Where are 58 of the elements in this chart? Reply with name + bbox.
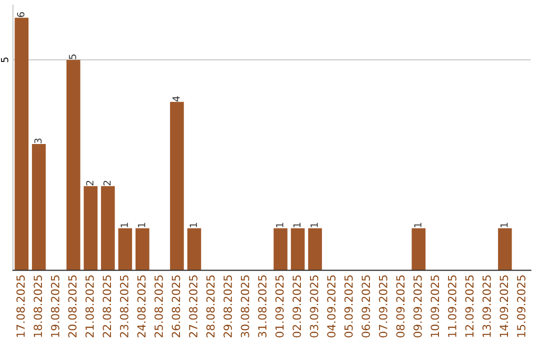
bar [187, 228, 202, 270]
data-label: 1 [293, 222, 300, 228]
data-label: 4 [172, 96, 180, 102]
x-tick-label: 15.09.2025 [517, 275, 526, 337]
x-tick-label: 18.08.2025 [34, 275, 42, 337]
data-label: 1 [310, 222, 318, 228]
x-tick-label: 19.08.2025 [50, 275, 60, 337]
x-tick-label: 26.08.2025 [172, 275, 180, 338]
x-tick-label: 10.09.2025 [430, 275, 440, 337]
x-tick-label: 07.09.2025 [378, 275, 388, 338]
bar [66, 60, 80, 270]
data-label: 2 [86, 180, 94, 186]
x-tick-label: 04.09.2025 [327, 275, 336, 338]
bar [118, 228, 132, 270]
x-tick-label: 29.08.2025 [224, 275, 232, 338]
data-label: 6 [17, 12, 24, 18]
x-tick-label: 27.08.2025 [189, 275, 198, 338]
x-tick-label: 01.09.2025 [275, 275, 284, 338]
bar [136, 228, 150, 270]
data-label: 1 [138, 222, 146, 228]
x-tick-label: 14.09.2025 [500, 275, 508, 337]
bar [14, 18, 28, 270]
x-tick-label: 17.08.2025 [16, 275, 25, 337]
x-tick-label: 21.08.2025 [85, 275, 94, 338]
x-tick-label: 05.09.2025 [344, 275, 353, 338]
bar [170, 102, 184, 270]
bar [290, 228, 305, 270]
x-tick-label: 02.09.2025 [292, 275, 302, 338]
bar [308, 228, 322, 270]
x-tick-label: 06.09.2025 [362, 275, 370, 338]
x-tick-label: 22.08.2025 [102, 275, 112, 338]
data-label: 1 [190, 222, 197, 228]
x-tick-label: 30.08.2025 [240, 275, 250, 338]
data-label: 3 [34, 138, 42, 144]
x-tick-label: 23.08.2025 [120, 275, 128, 338]
x-tick-label: 09.09.2025 [413, 275, 422, 338]
x-tick-label: 20.08.2025 [68, 275, 77, 338]
x-tick-label: 03.09.2025 [310, 275, 318, 338]
bar [498, 228, 512, 270]
x-tick-label: 31.08.2025 [258, 275, 266, 338]
x-tick-label: 11.09.2025 [448, 275, 456, 337]
x-tick-label: 13.09.2025 [482, 275, 491, 337]
bar [274, 228, 288, 270]
data-label: 2 [103, 180, 111, 186]
x-tick-label: 08.09.2025 [396, 275, 405, 338]
data-label: 1 [276, 222, 284, 228]
x-tick-label: 25.08.2025 [154, 275, 163, 338]
data-label: 1 [414, 222, 422, 228]
x-tick-label: 12.09.2025 [465, 275, 474, 337]
bar [84, 186, 98, 270]
bar [32, 144, 46, 270]
x-tick-label: 24.08.2025 [137, 275, 146, 338]
data-label: 1 [500, 222, 508, 228]
data-label: 1 [120, 222, 128, 228]
x-tick-label: 28.08.2025 [206, 275, 215, 338]
bar [100, 186, 115, 270]
bar [412, 228, 426, 270]
data-label: 5 [68, 54, 76, 60]
